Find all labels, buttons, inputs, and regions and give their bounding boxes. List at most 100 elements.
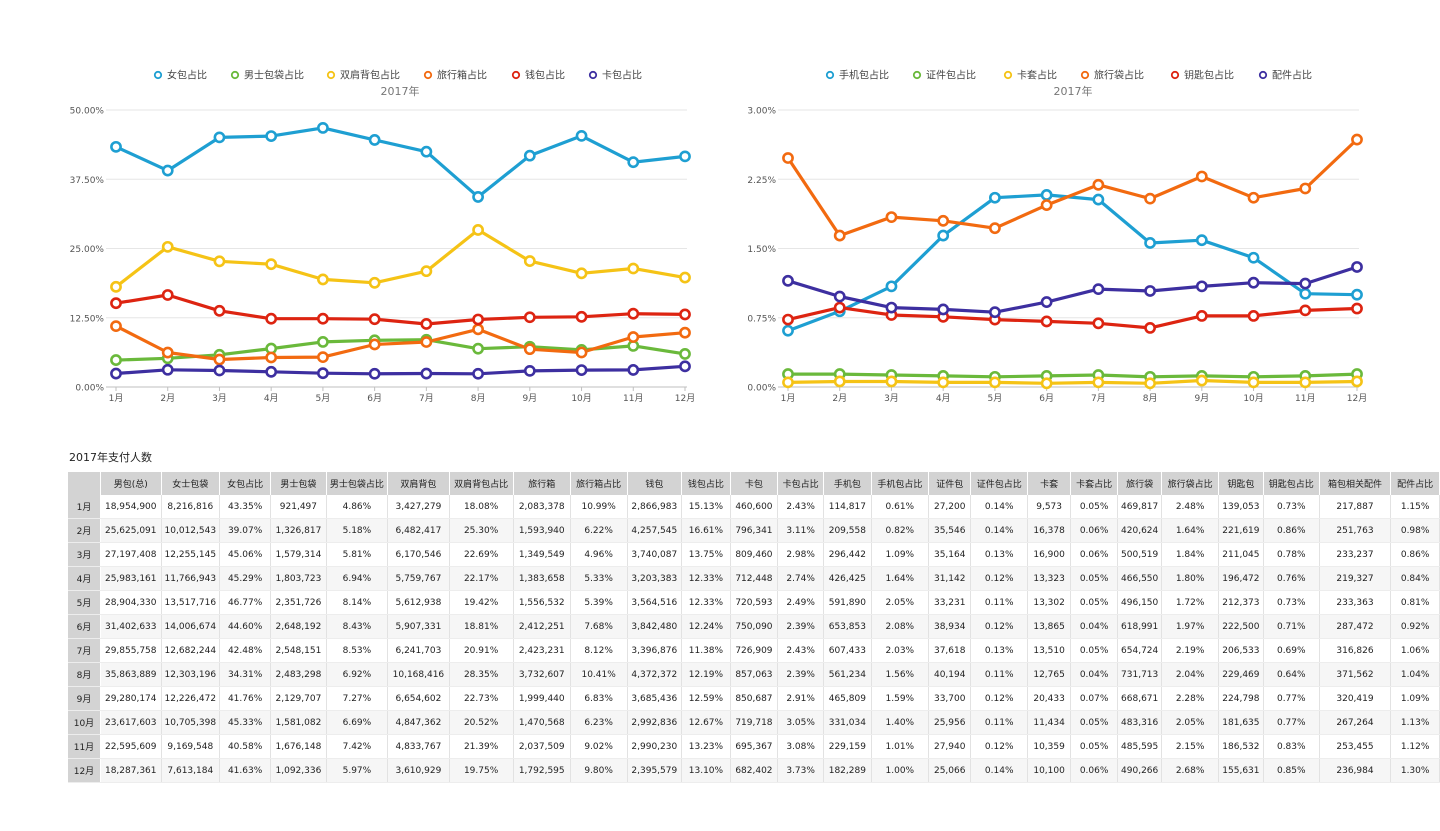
- data-point: [833, 290, 846, 303]
- series-line: [786, 137, 1359, 238]
- table-cell: 12,682,244: [161, 638, 221, 663]
- data-point: [1351, 261, 1363, 273]
- table-cell: 222,500: [1218, 614, 1264, 639]
- legend-marker: [588, 70, 598, 80]
- data-point: [161, 363, 174, 376]
- table-cell: 10,100: [1027, 758, 1072, 783]
- x-tick-label: 5月: [316, 393, 331, 404]
- data-point: [213, 255, 226, 268]
- table-cell: 726,909: [730, 638, 779, 663]
- table-cell: 4.96%: [570, 542, 628, 567]
- table-cell: 0.05%: [1070, 710, 1119, 735]
- x-tick-label: 4月: [264, 393, 279, 404]
- table-cell: 2,423,231: [513, 638, 571, 663]
- table-cell: 2,866,983: [627, 495, 683, 519]
- table-cell: 0.12%: [970, 614, 1029, 639]
- y-tick-label: 12.50%: [70, 314, 105, 324]
- table-cell: 1.64%: [1161, 518, 1219, 543]
- x-tick-label: 2月: [832, 393, 847, 404]
- legend-label: 钥匙包占比: [1184, 69, 1234, 82]
- table-title: 2017年支付人数: [69, 451, 152, 464]
- series-line: [786, 193, 1359, 333]
- table-cell: 5,612,938: [387, 590, 450, 615]
- table-cell: 16,378: [1027, 518, 1072, 543]
- table-cell: 10,359: [1027, 734, 1072, 759]
- x-tick-label: 10月: [571, 393, 591, 404]
- table-cell: 13,517,716: [161, 590, 221, 615]
- table-cell: 720,593: [730, 590, 779, 615]
- table-cell: 3,564,516: [627, 590, 683, 615]
- table-cell: 37,618: [928, 638, 972, 663]
- table-cell: 2.98%: [777, 542, 825, 567]
- table-cell: 316,826: [1319, 638, 1392, 663]
- legend-marker: [1170, 70, 1180, 80]
- table-cell: 27,200: [928, 495, 972, 519]
- data-point: [1092, 178, 1105, 191]
- table-cell: 0.98%: [1390, 518, 1440, 543]
- table-cell: 0.61%: [871, 495, 930, 519]
- table-cell: 29,855,758: [100, 638, 162, 663]
- table-cell: 12,765: [1027, 662, 1072, 687]
- data-point: [989, 306, 1001, 319]
- table-cell: 8.12%: [570, 638, 628, 663]
- table-cell: 20.52%: [449, 710, 514, 735]
- data-point: [1195, 374, 1208, 387]
- table-cell: 1,556,532: [513, 590, 571, 615]
- data-point: [110, 140, 122, 153]
- table-cell: 2.48%: [1161, 495, 1219, 519]
- x-tick-label: 3月: [884, 393, 899, 404]
- table-cell: 1,579,314: [270, 542, 327, 567]
- table-cell: 0.73%: [1263, 495, 1320, 519]
- data-point: [472, 323, 484, 336]
- table-cell: 465,809: [823, 686, 872, 711]
- table-cell: 18,954,900: [100, 495, 162, 519]
- data-point: [1195, 170, 1208, 183]
- table-row: 3月 27,197,408 12,255,145 45.06% 1,579,314 5.8…: [68, 542, 1440, 567]
- table-cell: 483,316: [1117, 710, 1163, 735]
- data-point: [1195, 234, 1208, 247]
- table-cell: 22.73%: [449, 686, 514, 711]
- data-point: [627, 331, 640, 343]
- table-cell: 5,907,331: [387, 614, 450, 639]
- table-cell: 8,216,816: [161, 495, 221, 519]
- table-cell: 10.41%: [570, 662, 628, 687]
- table-row: 6月 31,402,633 14,006,674 44.60% 2,648,192 8.4…: [68, 614, 1440, 639]
- table-cell: 10.99%: [570, 495, 628, 519]
- data-point: [472, 342, 484, 355]
- table-cell: 12.33%: [681, 590, 731, 615]
- data-point: [1144, 377, 1156, 390]
- table-cell: 850,687: [730, 686, 779, 711]
- data-point: [368, 313, 381, 326]
- table-cell: 9,169,548: [161, 734, 221, 759]
- table-cell: 0.05%: [1070, 495, 1119, 519]
- data-point: [523, 343, 536, 356]
- table-cell: 653,853: [823, 614, 872, 639]
- table-cell: 2,351,726: [270, 590, 327, 615]
- table-cell: 731,713: [1117, 662, 1163, 687]
- table-cell: 25,066: [928, 758, 972, 783]
- table-cell: 9,573: [1027, 495, 1072, 519]
- row-month-label: 10月: [68, 710, 101, 735]
- table-header-row: 男包(总) 女士包袋 女包占比 男士包袋 男士包袋占比 双肩背包 双肩背包占比 旅行箱 旅行箱占…: [68, 472, 1440, 495]
- table-cell: 13.10%: [681, 758, 731, 783]
- table-cell: 38,934: [928, 614, 972, 639]
- data-point: [213, 131, 226, 144]
- data-point: [885, 375, 898, 388]
- legend-label: 配件占比: [1272, 69, 1312, 82]
- data-point: [937, 303, 950, 316]
- table-cell: 1,581,082: [270, 710, 327, 735]
- table-cell: 2.39%: [777, 614, 825, 639]
- table-cell: 21.39%: [449, 734, 514, 759]
- table-cell: 3.73%: [777, 758, 825, 783]
- data-point: [420, 336, 433, 348]
- table-cell: 221,619: [1218, 518, 1264, 543]
- chart-right-svg: 手机包占比 证件包占比 卡套占比 旅行袋占比 钥匙包占比 配件占比 2017年 0.00% 0.…: [747, 69, 1367, 405]
- table-cell: 229,469: [1218, 662, 1264, 687]
- row-month-label: 11月: [68, 734, 101, 759]
- data-point: [782, 313, 794, 326]
- table-cell: 0.06%: [1070, 758, 1119, 783]
- table-cell: 460,600: [730, 495, 779, 519]
- table-cell: 0.13%: [970, 638, 1029, 663]
- legend-label: 双肩背包占比: [340, 69, 400, 82]
- table-cell: 2.43%: [777, 495, 825, 519]
